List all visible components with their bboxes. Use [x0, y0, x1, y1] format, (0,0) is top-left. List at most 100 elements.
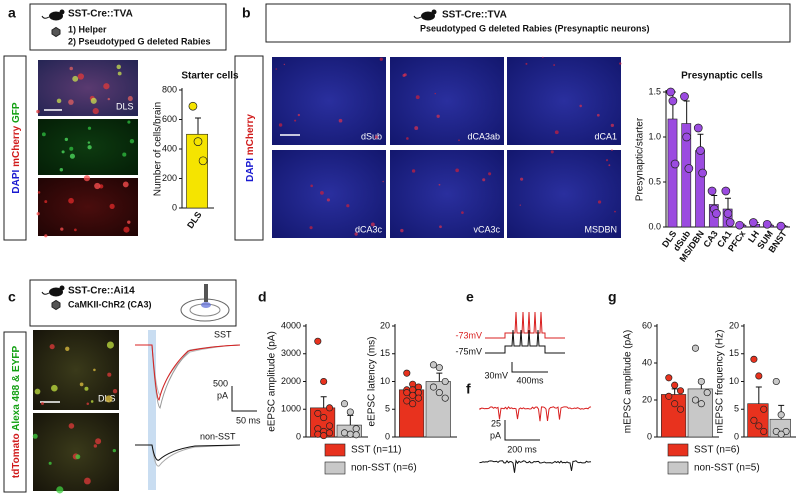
data-point — [712, 209, 721, 218]
cell — [122, 181, 129, 188]
data-point — [665, 392, 673, 400]
header-text: Pseudotyped G deleted Rabies (Presynapti… — [420, 23, 650, 33]
cell — [36, 109, 40, 114]
cell — [90, 400, 94, 403]
cell — [49, 344, 55, 350]
cell — [84, 386, 89, 391]
y-tick-label: 1000 — [281, 404, 301, 414]
data-point — [188, 101, 198, 111]
data-point — [666, 87, 676, 97]
data-point — [435, 364, 443, 372]
data-point — [403, 397, 411, 405]
data-point — [429, 361, 438, 369]
cell — [68, 423, 75, 429]
scale-label: 400ms — [516, 375, 544, 385]
legend-swatch — [324, 443, 346, 457]
panel-letter: g — [608, 289, 617, 305]
scale-label: 200 ms — [507, 444, 537, 454]
scale-label: pA — [490, 430, 501, 440]
cell — [44, 234, 48, 238]
cell — [379, 57, 383, 61]
legend-label: SST (n=11) — [351, 445, 402, 456]
cell — [400, 228, 404, 233]
y-tick-label: 40 — [642, 357, 652, 367]
mouse-icon — [41, 9, 65, 21]
cell — [275, 68, 277, 70]
cell — [338, 118, 343, 123]
y-axis-label: mEPSC frequency (Hz) — [715, 330, 726, 434]
cell — [525, 62, 528, 65]
error-bar — [320, 396, 327, 408]
cell — [346, 204, 350, 208]
data-point — [409, 400, 417, 408]
micrograph — [38, 178, 138, 236]
header-text: SST-Cre::TVA — [68, 9, 133, 20]
x-tick-label: DLS — [185, 210, 204, 230]
error-bar — [683, 100, 690, 124]
data-point — [409, 391, 417, 399]
data-point — [325, 422, 334, 430]
data-point — [760, 405, 768, 413]
data-point — [352, 425, 360, 433]
cell — [129, 139, 135, 144]
cell — [436, 114, 440, 118]
cell — [122, 152, 127, 157]
micrograph-grid: dSub dCA3ab dCA1 dCA3c vCA3c MSDBN — [272, 57, 621, 238]
micrograph — [33, 413, 119, 491]
scale-bar — [511, 362, 548, 373]
stain-box — [3, 55, 27, 241]
cell — [382, 180, 384, 183]
cell — [402, 74, 406, 77]
cell — [127, 96, 133, 102]
cell — [326, 198, 330, 202]
data-point — [697, 377, 705, 386]
cell — [41, 132, 46, 137]
data-point — [198, 156, 208, 166]
header-text: SST-Cre::TVA — [442, 10, 507, 21]
data-point — [750, 355, 758, 363]
data-point — [703, 389, 711, 397]
data-point — [755, 422, 763, 430]
y-tick-label: 15 — [380, 348, 390, 358]
error-bar — [711, 195, 718, 205]
cell — [51, 384, 58, 392]
cell — [93, 444, 98, 448]
data-point — [691, 396, 700, 404]
cell — [434, 92, 436, 95]
cell — [44, 200, 48, 204]
scale-label: pA — [217, 390, 228, 400]
cell — [438, 183, 441, 186]
data-point — [682, 132, 692, 142]
micrograph — [507, 150, 621, 238]
cell — [106, 341, 114, 349]
y-tick-label: 20 — [380, 320, 390, 330]
panel-letter: a — [8, 5, 16, 21]
image-label: dSub — [361, 131, 382, 141]
legend-label: non-SST (n=6) — [351, 463, 417, 474]
y-axis-label: eEPSC latency (ms) — [367, 336, 378, 426]
error-bar — [195, 117, 201, 135]
data-point — [721, 186, 731, 196]
y-tick-label: 20 — [729, 320, 739, 330]
cell — [553, 64, 556, 66]
y-tick-label: 10 — [380, 376, 390, 386]
legend-swatch — [324, 461, 346, 475]
data-point — [352, 431, 360, 439]
panel-letter: e — [466, 289, 474, 305]
image-label: dCA3c — [355, 224, 383, 234]
data-point — [320, 377, 328, 386]
data-point — [777, 411, 785, 419]
y-tick-label: 5 — [734, 404, 739, 414]
scale-label: 500 — [213, 378, 228, 388]
scale-label: 25 — [491, 418, 501, 428]
cell — [105, 395, 113, 403]
cell — [109, 203, 115, 209]
brain-slice-icon — [180, 284, 230, 322]
trace-label: SST — [214, 329, 232, 339]
y-tick-label: 3000 — [281, 348, 301, 358]
data-point — [441, 377, 449, 386]
legend-label: non-SST (n=5) — [694, 463, 760, 474]
cell — [309, 226, 313, 230]
cell — [48, 461, 52, 465]
cell — [112, 388, 118, 394]
